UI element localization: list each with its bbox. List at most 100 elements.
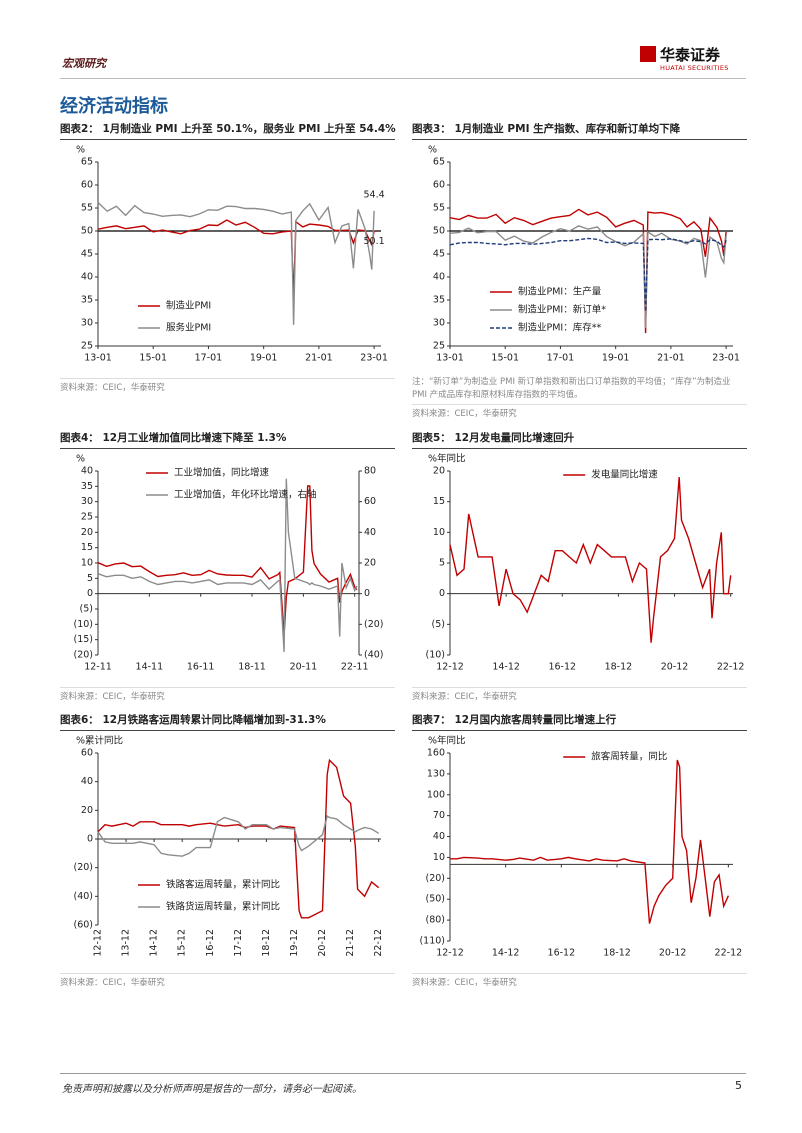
x-tick-label: 16-12 <box>548 948 576 959</box>
x-tick-label: 12-12 <box>436 662 464 673</box>
figure-panel: 图表5： 12月发电量同比增速回升 %年同比 (10) (5) 0 5 10 15 20 12-1… <box>412 430 747 704</box>
figure-title: 图表5： 12月发电量同比增速回升 <box>412 430 747 449</box>
x-tick-label: 13-01 <box>436 353 464 364</box>
y-tick-label: 35 <box>81 295 93 306</box>
x-tick-label: 19-01 <box>602 353 630 364</box>
logo-cn: 华泰证券 <box>660 46 721 64</box>
y-tick-label: (10) <box>425 650 445 661</box>
y-axis-label: % <box>76 145 85 156</box>
y-tick-label: 30 <box>433 318 445 329</box>
y-tick-label: 0 <box>87 834 93 845</box>
y2-tick-label: (20) <box>364 619 384 630</box>
y-tick-label: 0 <box>439 588 445 599</box>
x-tick-label: 17-12 <box>233 929 244 957</box>
x-tick-label: 21-01 <box>657 353 685 364</box>
x-tick-label: 20-12 <box>317 929 328 957</box>
annotation: 50.1 <box>364 236 385 247</box>
y-tick-label: (80) <box>425 915 445 926</box>
x-tick-label: 12-11 <box>84 662 112 673</box>
y-tick-label: 100 <box>427 789 445 800</box>
figure-source: 资料来源：CEIC，华泰研究 <box>60 973 395 990</box>
legend-label: 铁路货运周转量，累计同比 <box>166 901 280 913</box>
x-tick-label: 14-12 <box>492 662 520 673</box>
y-tick-label: 30 <box>81 496 93 507</box>
y-tick-label: 45 <box>433 249 445 260</box>
legend-label: 发电量同比增速 <box>591 469 658 481</box>
x-tick-label: 20-11 <box>290 662 318 673</box>
y-tick-label: (40) <box>73 891 93 902</box>
x-tick-label: 21-12 <box>345 929 356 957</box>
x-tick-label: 18-12 <box>603 948 631 959</box>
figure-panel: 图表4： 12月工业增加值同比增速下降至 1.3%% (20) (15) (10) (5… <box>60 430 395 704</box>
x-tick-label: 19-01 <box>250 353 278 364</box>
y-tick-label: 70 <box>433 810 445 821</box>
chart: % 25 30 35 40 45 50 55 60 65 13-01 15-01 17-01 19-01 2… <box>428 145 740 364</box>
series-line <box>449 225 727 329</box>
figure-panel: 图表2： 1月制造业 PMI 上升至 50.1%，服务业 PMI 上升至 54.… <box>60 121 396 395</box>
series-line <box>450 759 730 924</box>
figure-source: 资料来源：CEIC，华泰研究 <box>412 687 747 704</box>
legend-label: 铁路客运周转量，累计同比 <box>166 879 280 891</box>
legend-label: 制造业PMI：库存** <box>518 322 601 334</box>
x-tick-label: 14-12 <box>149 929 160 957</box>
chart: %年同比 (110) (80) (50) (20) 10 40 70 100 130 160 12-1… <box>419 735 742 959</box>
y-tick-label: 20 <box>81 527 93 538</box>
y-tick-label: 40 <box>81 776 93 787</box>
x-tick-label: 16-12 <box>548 662 576 673</box>
series-line <box>97 478 358 652</box>
x-tick-label: 21-01 <box>305 353 333 364</box>
figure-source: 资料来源：CEIC，华泰研究 <box>60 687 395 704</box>
x-tick-label: 23-01 <box>360 353 388 364</box>
y-tick-label: 65 <box>81 157 93 168</box>
figure-title: 图表7： 12月国内旅客周转量同比增速上行 <box>412 712 747 731</box>
y-tick-label: 40 <box>81 272 93 283</box>
series-line <box>97 485 358 636</box>
y-tick-label: 65 <box>433 157 445 168</box>
legend-label: 工业增加值，年化环比增速，右轴 <box>174 489 317 501</box>
header-section: 宏观研究 <box>62 57 106 70</box>
x-tick-label: 16-12 <box>205 929 216 957</box>
y-tick-label: (110) <box>419 936 445 947</box>
figure-title: 图表4： 12月工业增加值同比增速下降至 1.3% <box>60 430 395 449</box>
y-tick-label: (50) <box>425 894 445 905</box>
y-tick-label: 35 <box>81 481 93 492</box>
y-tick-label: 10 <box>433 852 445 863</box>
x-tick-label: 14-12 <box>492 948 520 959</box>
series-line <box>449 477 732 643</box>
x-tick-label: 15-01 <box>139 353 167 364</box>
y-tick-label: (20) <box>73 862 93 873</box>
figure-panel: 图表7： 12月国内旅客周转量同比增速上行 %年同比 (110) (80) (50) (2… <box>412 712 747 990</box>
figure-source: 资料来源：CEIC，华泰研究 <box>60 378 395 395</box>
legend-label: 制造业PMI：新订单* <box>518 304 606 316</box>
logo-icon <box>640 46 656 62</box>
x-tick-label: 22-12 <box>373 929 384 957</box>
y-tick-label: 40 <box>81 466 93 477</box>
figure-panel: 图表6： 12月铁路客运周转累计同比降幅增加到-31.3% %累计同比 (60) (4… <box>60 712 395 990</box>
figure-source: 资料来源：CEIC，华泰研究 <box>412 973 747 990</box>
legend-label: 服务业PMI <box>166 322 211 334</box>
logo-en: HUATAI SECURITIES <box>660 64 729 72</box>
y-tick-label: (10) <box>73 619 93 630</box>
y-tick-label: 40 <box>433 831 445 842</box>
legend-label: 工业增加值，同比增速 <box>174 467 270 479</box>
figure-title: 图表2： 1月制造业 PMI 上升至 50.1%，服务业 PMI 上升至 54.… <box>60 121 396 140</box>
chart: % (20) (15) (10) (5) 0 5 10 15 20 25 30 35 40 (40) (20)… <box>73 454 384 673</box>
page-title: 经济活动指标 <box>60 96 168 117</box>
x-tick-label: 15-01 <box>491 353 519 364</box>
x-tick-label: 22-11 <box>341 662 369 673</box>
y-tick-label: 50 <box>433 226 445 237</box>
y-axis-label: % <box>428 145 437 156</box>
y-tick-label: 60 <box>81 748 93 759</box>
y-tick-label: 25 <box>81 341 93 352</box>
x-tick-label: 16-11 <box>187 662 215 673</box>
y-tick-label: 20 <box>433 466 445 477</box>
x-tick-label: 18-12 <box>605 662 633 673</box>
x-tick-label: 13-12 <box>121 929 132 957</box>
x-tick-label: 19-12 <box>289 929 300 957</box>
y-axis-label: %年同比 <box>428 453 466 465</box>
figure-panel: 图表3： 1月制造业 PMI 生产指数、库存和新订单均下降% 25 30 35 40 45… <box>412 121 747 421</box>
y-tick-label: 50 <box>81 226 93 237</box>
chart: %累计同比 (60) (40) (20) 0 20 40 60 12-12 13-12 14-12 1… <box>73 735 384 957</box>
footer-disclaimer: 免责声明和披露以及分析师声明是报告的一部分，请务必一起阅读。 <box>62 1084 362 1095</box>
